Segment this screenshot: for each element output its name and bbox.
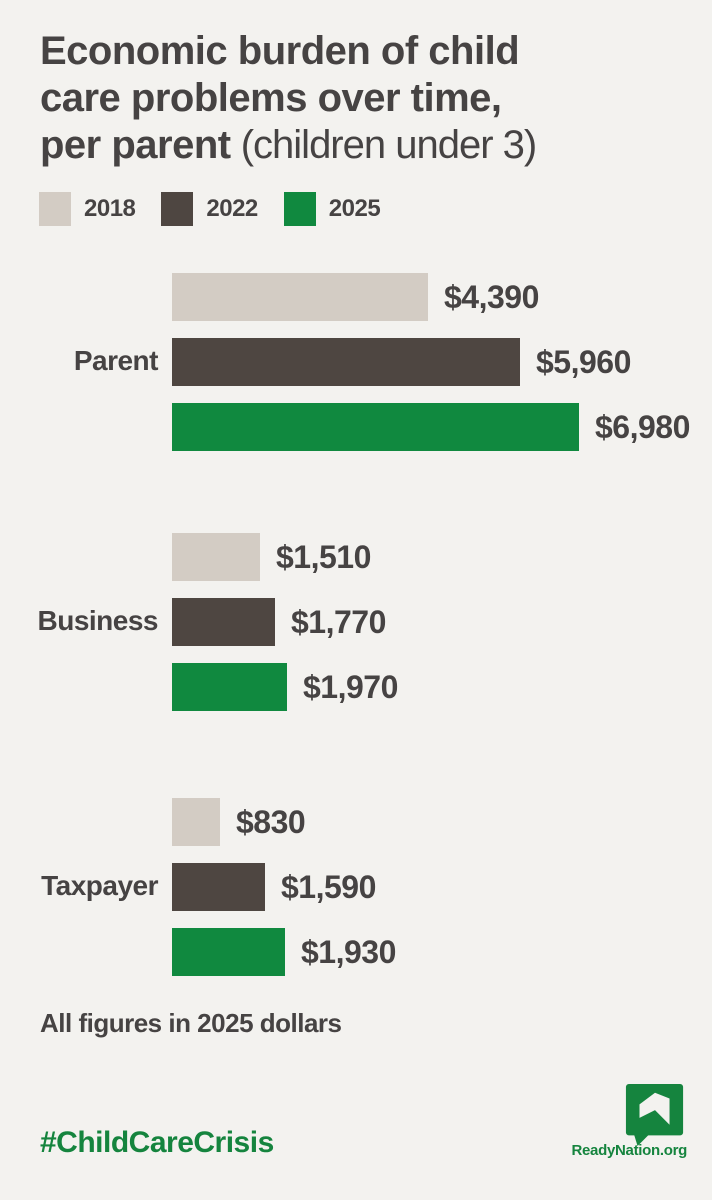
legend-label-2022: 2022 xyxy=(206,195,258,222)
bar-value-parent-2022: $5,960 xyxy=(536,343,631,380)
title-line-1: Economic burden of child xyxy=(40,29,520,73)
bar-parent-2018 xyxy=(172,273,428,321)
chart-note: All figures in 2025 dollars xyxy=(40,1008,342,1038)
group-label-parent: Parent xyxy=(73,345,159,376)
legend: 2018 2022 2025 xyxy=(39,192,406,226)
bar-business-2022 xyxy=(172,598,275,646)
bar-value-business-2022: $1,770 xyxy=(291,603,386,640)
bar-row-business-2025: $1,970 xyxy=(172,663,712,711)
bar-value-taxpayer-2022: $1,590 xyxy=(281,868,376,905)
bar-row-taxpayer-2022: $1,590 xyxy=(172,863,712,911)
hashtag-text: #ChildCareCrisis xyxy=(40,1126,274,1159)
title-line-2: care problems over time, xyxy=(40,76,502,120)
bar-row-parent-2025: $6,980 xyxy=(172,403,712,451)
bar-row-parent-2018: $4,390 xyxy=(172,273,712,321)
title-line-3-bold: per parent xyxy=(40,123,231,167)
bar-row-parent-2022: $5,960 xyxy=(172,338,712,386)
bar-value-business-2025: $1,970 xyxy=(303,668,398,705)
bar-taxpayer-2022 xyxy=(172,863,265,911)
legend-swatch-2022 xyxy=(161,192,194,226)
legend-item-2025: 2025 xyxy=(283,192,381,226)
bar-value-taxpayer-2018: $830 xyxy=(236,803,306,840)
title-line-3-subtitle: (children under 3) xyxy=(230,123,537,167)
bar-group-parent: Parent $4,390 $5,960 $6,980 xyxy=(0,273,712,468)
legend-swatch-2025 xyxy=(283,192,316,226)
group-label-taxpayer: Taxpayer xyxy=(41,870,158,901)
bar-parent-2025 xyxy=(172,403,579,451)
bar-group-business: Business $1,510 $1,770 $1,970 xyxy=(0,533,712,728)
bar-value-taxpayer-2025: $1,930 xyxy=(301,933,396,970)
legend-item-2018: 2018 xyxy=(39,192,136,226)
page-title: Economic burden of child care problems o… xyxy=(40,28,680,169)
bar-taxpayer-2018 xyxy=(172,798,220,846)
bar-group-taxpayer: Taxpayer $830 $1,590 $1,930 xyxy=(0,798,712,993)
readynation-logo-icon xyxy=(625,1084,684,1146)
bar-business-2018 xyxy=(172,533,260,581)
bar-business-2025 xyxy=(172,663,287,711)
legend-label-2025: 2025 xyxy=(328,195,381,222)
legend-item-2022: 2022 xyxy=(161,192,258,226)
bar-value-parent-2025: $6,980 xyxy=(595,408,690,445)
bar-row-taxpayer-2025: $1,930 xyxy=(172,928,712,976)
readynation-url: ReadyNation.org xyxy=(571,1142,687,1159)
legend-label-2018: 2018 xyxy=(84,195,136,222)
chart: Parent $4,390 $5,960 $6,980 Business $1,510 $1… xyxy=(0,273,712,993)
group-label-business: Business xyxy=(37,605,159,636)
bar-parent-2022 xyxy=(172,338,520,386)
bar-value-parent-2018: $4,390 xyxy=(444,278,539,315)
bar-row-business-2022: $1,770 xyxy=(172,598,712,646)
bar-value-business-2018: $1,510 xyxy=(276,538,371,575)
bar-taxpayer-2025 xyxy=(172,928,285,976)
legend-swatch-2018 xyxy=(39,192,71,226)
bar-row-business-2018: $1,510 xyxy=(172,533,712,581)
bar-row-taxpayer-2018: $830 xyxy=(172,798,712,846)
